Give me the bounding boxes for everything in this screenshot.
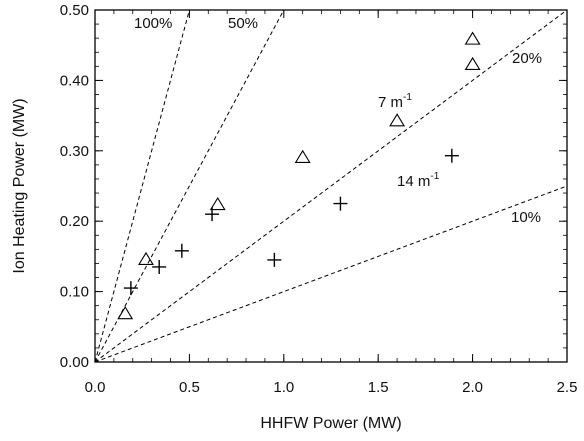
annotation-label-0: 7 m-1 [378, 92, 412, 111]
x-tick-label-0: 0.0 [85, 379, 106, 396]
data-point-plus-1 [152, 259, 167, 274]
x-tick-label-2: 1.0 [273, 379, 294, 396]
y-tick-label-3: 0.30 [60, 143, 89, 160]
data-point-plus-0 [123, 281, 138, 296]
y-tick-label-2: 0.20 [60, 213, 89, 230]
data-point-plus-5 [333, 196, 348, 211]
x-axis-title: HHFW Power (MW) [260, 415, 401, 432]
x-tick-label-3: 1.5 [368, 379, 389, 396]
reference-line-label-1: 50% [228, 15, 258, 32]
data-point-plus-2 [174, 243, 189, 258]
data-point-triangle-6 [464, 31, 481, 45]
y-tick-label-1: 0.10 [60, 284, 89, 301]
reference-line-1 [95, 10, 285, 362]
y-axis-title: Ion Heating Power (MW) [11, 98, 28, 273]
reference-line-label-3: 10% [511, 209, 541, 226]
x-tick-label-4: 2.0 [462, 379, 483, 396]
reference-line-2 [95, 10, 567, 362]
y-tick-label-0: 0.00 [60, 354, 89, 371]
x-tick-label-5: 2.5 [557, 379, 578, 396]
data-point-triangle-5 [464, 56, 481, 71]
reference-line-3 [95, 185, 567, 362]
data-point-plus-6 [444, 148, 459, 163]
plot-frame [94, 9, 568, 363]
data-point-triangle-2 [209, 196, 226, 211]
y-tick-label-5: 0.50 [60, 2, 89, 19]
x-tick-label-1: 0.5 [179, 379, 200, 396]
reference-line-label-2: 20% [512, 50, 542, 67]
reference-line-label-0: 100% [134, 15, 172, 32]
data-point-triangle-1 [137, 251, 154, 266]
data-point-plus-3 [205, 207, 220, 222]
data-point-triangle-4 [389, 113, 406, 127]
reference-line-0 [95, 10, 190, 362]
annotation-label-1: 14 m-1 [397, 171, 440, 190]
y-tick-label-4: 0.40 [60, 72, 89, 89]
data-point-plus-4 [267, 252, 282, 267]
data-point-triangle-0 [117, 306, 134, 320]
data-point-triangle-3 [294, 149, 311, 163]
